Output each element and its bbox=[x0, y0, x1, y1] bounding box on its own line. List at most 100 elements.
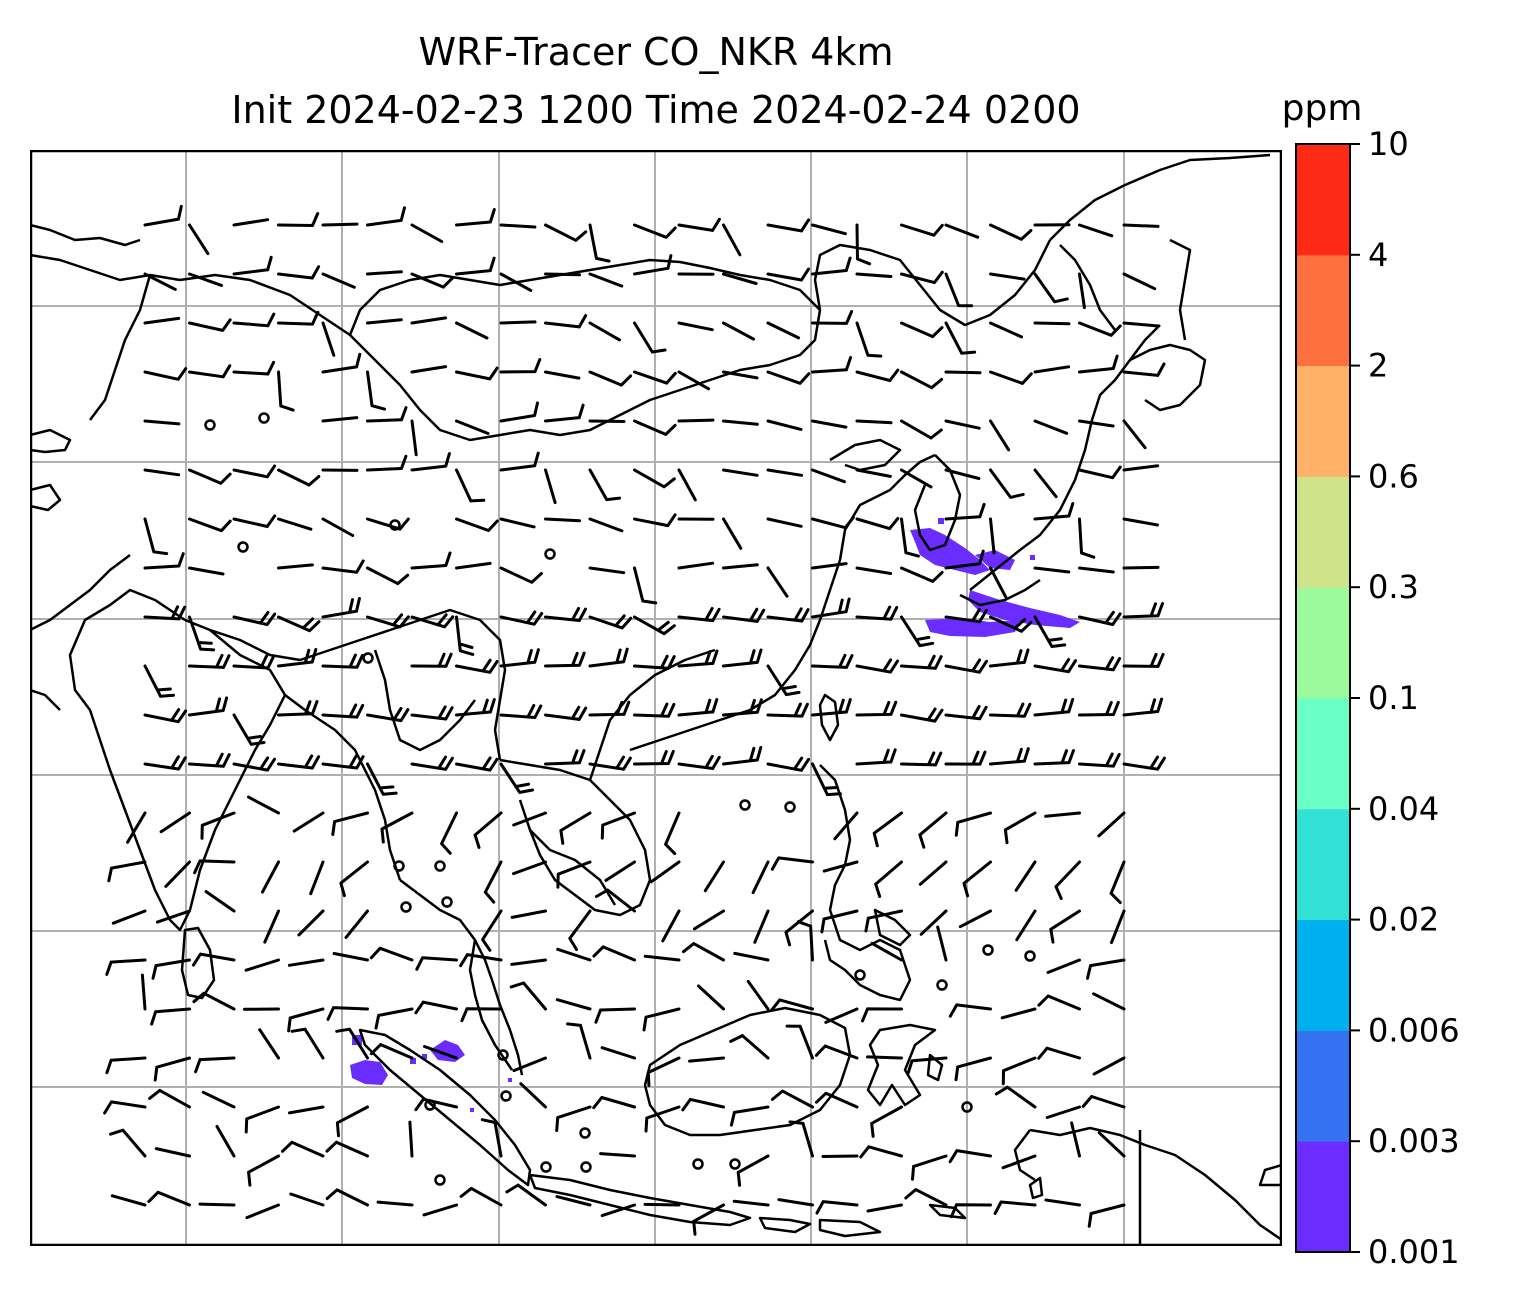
wind-barb bbox=[900, 270, 944, 285]
wind-barb bbox=[855, 658, 899, 674]
wind-barb bbox=[1122, 697, 1164, 717]
wind-barb bbox=[556, 947, 592, 962]
calm-wind-circle bbox=[579, 1127, 591, 1139]
wind-barb bbox=[321, 653, 364, 669]
wind-barb bbox=[415, 956, 458, 971]
wind-barb bbox=[244, 958, 280, 972]
wind-barb bbox=[732, 1199, 770, 1207]
wind-barb bbox=[321, 416, 359, 423]
colorbar-tick-label: 2 bbox=[1368, 347, 1388, 385]
wind-barb bbox=[936, 925, 948, 962]
wind-barb bbox=[746, 979, 770, 1011]
wind-barb bbox=[148, 1088, 191, 1109]
wind-barb bbox=[722, 563, 759, 570]
wind-barb bbox=[143, 517, 169, 556]
wind-barb bbox=[499, 320, 537, 325]
wind-barb bbox=[1033, 272, 1069, 304]
calm-wind-circle bbox=[982, 944, 994, 956]
tracer-patch-east-china-sea bbox=[925, 618, 1020, 637]
wind-barb bbox=[423, 1045, 458, 1060]
wind-barb bbox=[1037, 1046, 1081, 1060]
wind-barb bbox=[944, 658, 988, 674]
wind-barb bbox=[188, 272, 223, 287]
wind-barb bbox=[989, 223, 1033, 241]
wind-barb bbox=[944, 272, 974, 308]
wind-barb bbox=[677, 607, 721, 623]
wind-barb bbox=[811, 562, 848, 570]
tracer-patch-sumatra bbox=[350, 1060, 388, 1085]
wind-barb bbox=[1033, 365, 1071, 374]
wind-barb bbox=[198, 1202, 236, 1207]
wind-barb bbox=[559, 811, 592, 845]
colorbar-band bbox=[1296, 808, 1350, 921]
tracer-speck bbox=[422, 1054, 427, 1059]
wind-barb bbox=[588, 370, 633, 387]
wind-barb bbox=[1109, 860, 1126, 905]
wind-barb bbox=[192, 991, 236, 1011]
wind-barb bbox=[944, 502, 986, 521]
tracer-speck bbox=[1030, 555, 1035, 560]
wind-barb bbox=[766, 267, 810, 282]
wind-barb bbox=[143, 272, 177, 291]
wind-barb bbox=[703, 860, 725, 893]
wind-barb bbox=[944, 419, 981, 430]
wind-barb bbox=[126, 811, 147, 844]
wind-barb bbox=[1122, 602, 1164, 619]
wind-barb bbox=[1033, 658, 1077, 674]
calm-wind-circle bbox=[497, 1049, 509, 1061]
wind-barb bbox=[1078, 419, 1115, 428]
wind-barb bbox=[109, 1128, 147, 1158]
wind-barb bbox=[544, 705, 588, 721]
calm-wind-circle bbox=[400, 901, 412, 913]
wind-barb bbox=[188, 318, 232, 332]
wind-barb bbox=[811, 356, 853, 374]
wind-barb bbox=[766, 756, 810, 772]
wind-barb bbox=[588, 517, 624, 533]
wind-barb bbox=[592, 1096, 636, 1110]
wind-barb bbox=[1122, 755, 1166, 771]
wind-barb bbox=[906, 1056, 948, 1075]
wind-barb bbox=[335, 1105, 369, 1138]
wind-barb bbox=[1078, 566, 1115, 574]
wind-barb bbox=[949, 1203, 992, 1219]
wind-barb bbox=[588, 272, 624, 288]
wind-barb bbox=[989, 272, 1026, 281]
wind-barb bbox=[455, 208, 496, 227]
wind-barb bbox=[811, 256, 852, 276]
map-subtitle: Init 2024-02-23 1200 Time 2024-02-24 020… bbox=[231, 88, 1081, 132]
wind-barb bbox=[410, 452, 451, 472]
wind-barb bbox=[722, 698, 763, 717]
wind-barb bbox=[753, 909, 770, 944]
wind-barb bbox=[459, 1186, 503, 1207]
wind-barb bbox=[201, 1090, 236, 1109]
wind-barb bbox=[140, 973, 147, 1011]
colorbar-ticks: 0.001 0.003 0.006 0.02 0.04 0.1 0.3 0.6 2 4 10 bbox=[1350, 125, 1460, 1270]
wind-barb bbox=[766, 664, 801, 697]
wind-barb bbox=[309, 860, 325, 896]
wind-barb bbox=[321, 754, 365, 770]
colorbar-band bbox=[1296, 1030, 1350, 1142]
calm-wind-circle bbox=[961, 1101, 973, 1113]
wind-barb bbox=[277, 648, 318, 668]
wind-barb bbox=[811, 419, 848, 429]
wind-barb bbox=[944, 321, 977, 355]
wind-barb bbox=[544, 314, 588, 329]
wind-barb bbox=[874, 860, 903, 898]
calm-wind-circle bbox=[424, 1099, 436, 1111]
wind-barb bbox=[440, 811, 458, 855]
wind-barb bbox=[143, 755, 187, 771]
colorbar-band bbox=[1296, 254, 1350, 367]
wind-barb bbox=[811, 653, 854, 669]
wind-barb bbox=[600, 1203, 636, 1218]
wind-barb bbox=[321, 517, 355, 537]
wind-barb bbox=[103, 1100, 147, 1115]
wind-barb bbox=[499, 223, 537, 229]
wind-barb bbox=[455, 517, 499, 532]
wind-barb bbox=[770, 998, 814, 1012]
wind-barb bbox=[369, 1043, 414, 1060]
wind-barb bbox=[232, 514, 277, 528]
colorbar-band bbox=[1296, 698, 1350, 810]
wind-barb bbox=[588, 700, 631, 717]
wind-barb bbox=[289, 1192, 325, 1207]
wind-barb bbox=[288, 1105, 325, 1115]
